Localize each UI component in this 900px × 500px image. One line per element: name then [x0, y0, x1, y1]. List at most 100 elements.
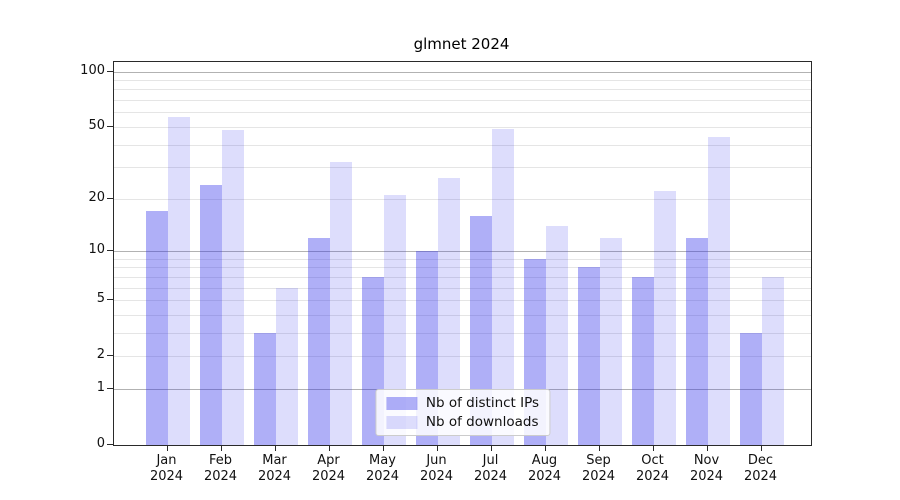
gridline-major: [114, 251, 811, 252]
bar-distinct-ips-apr: [307, 237, 330, 445]
bar-downloads-jan: [167, 116, 190, 445]
y-axis-tick-label: 1: [96, 379, 105, 395]
y-axis-tick-label: 100: [80, 62, 105, 78]
bar-distinct-ips-jul: [469, 215, 492, 445]
y-axis-tick-mark: [107, 70, 113, 72]
gridline-minor: [114, 144, 811, 146]
x-axis-tick-mark: [652, 445, 654, 451]
bar-downloads-may: [383, 194, 406, 445]
legend-swatch-distinct-ips: [385, 396, 417, 410]
y-axis-tick-label: 0: [96, 436, 105, 451]
x-axis-tick-label: Nov 2024: [675, 453, 739, 485]
bar-distinct-ips-oct: [631, 276, 654, 445]
x-axis-tick-mark: [544, 445, 546, 451]
legend: Nb of distinct IPs Nb of downloads: [374, 389, 551, 436]
bar-distinct-ips-nov: [685, 237, 708, 445]
bar-downloads-sep: [599, 237, 622, 445]
gridline-minor: [114, 267, 811, 269]
plot-area: Nb of distinct IPs Nb of downloads: [113, 61, 812, 446]
x-axis-tick-label: Sep 2024: [567, 453, 631, 485]
x-axis-tick-year: 2024: [689, 469, 724, 484]
bar-distinct-ips-jan: [145, 211, 168, 445]
y-axis-tick-label: 10: [88, 242, 105, 257]
x-axis-tick-year: 2024: [635, 469, 670, 484]
bar-downloads-aug: [545, 225, 568, 445]
gridline-major: [114, 71, 811, 73]
x-axis-tick-year: 2024: [473, 469, 508, 484]
x-axis-tick-year: 2024: [149, 469, 184, 484]
y-axis-tick-label: 20: [88, 189, 105, 205]
x-axis-tick-month: Oct: [641, 453, 664, 468]
x-axis-tick-month: Jun: [426, 453, 447, 468]
bar-distinct-ips-sep: [577, 267, 600, 445]
bar-downloads-feb: [221, 130, 244, 445]
gridline-minor: [114, 167, 811, 169]
x-axis-tick-month: Aug: [531, 453, 558, 468]
legend-swatch-downloads: [385, 415, 417, 429]
gridline-minor: [114, 300, 811, 301]
x-axis-tick-year: 2024: [743, 469, 778, 484]
gridline-minor: [114, 80, 811, 81]
chart-title: glmnet 2024: [413, 35, 510, 53]
y-axis-tick-mark: [107, 355, 113, 357]
x-axis-tick-mark: [706, 445, 708, 451]
x-axis-tick-year: 2024: [257, 469, 292, 484]
x-axis-tick-label: Jan 2024: [135, 453, 199, 485]
x-axis-tick-year: 2024: [365, 469, 400, 484]
x-axis-tick-month: Nov: [693, 453, 720, 468]
x-axis-tick-month: Apr: [317, 453, 340, 468]
y-axis-tick-label: 5: [96, 291, 105, 306]
x-axis-tick-month: Sep: [586, 453, 611, 468]
legend-label-distinct-ips: Nb of distinct IPs: [425, 395, 540, 411]
x-axis-tick-year: 2024: [527, 469, 562, 484]
bar-downloads-mar: [275, 287, 298, 445]
y-axis-tick-label: 2: [96, 347, 105, 363]
y-axis-tick-mark: [107, 387, 113, 389]
bar-downloads-dec: [761, 276, 784, 445]
x-axis-tick-mark: [760, 445, 762, 451]
y-axis-tick-mark: [107, 197, 113, 199]
gridline-minor: [114, 126, 811, 128]
legend-label-downloads: Nb of downloads: [425, 414, 539, 430]
x-axis-tick-label: Apr 2024: [297, 453, 361, 485]
y-axis-tick-mark: [107, 299, 113, 300]
bar-distinct-ips-mar: [253, 332, 276, 445]
x-axis-tick-month: Dec: [747, 453, 774, 468]
gridline-minor: [114, 332, 811, 334]
x-axis-tick-mark: [166, 445, 168, 451]
x-axis-tick-mark: [598, 445, 600, 451]
x-axis-tick-year: 2024: [203, 469, 238, 484]
gridline-minor: [114, 314, 811, 316]
bar-distinct-ips-feb: [199, 184, 222, 445]
x-axis-tick-month: Feb: [208, 453, 233, 468]
bar-downloads-nov: [707, 137, 730, 445]
y-axis-tick-mark: [107, 444, 113, 445]
x-axis-tick-month: Jul: [482, 453, 499, 468]
x-axis-tick-mark: [328, 445, 330, 451]
gridline-minor: [114, 100, 811, 102]
gridline-minor: [114, 258, 811, 260]
x-axis-tick-month: Mar: [262, 453, 287, 468]
x-axis-tick-mark: [274, 445, 276, 451]
gridline-minor: [114, 198, 811, 200]
bar-downloads-oct: [653, 191, 676, 445]
x-axis-tick-label: Aug 2024: [513, 453, 577, 485]
y-axis-tick-mark: [107, 250, 113, 251]
gridline-minor: [114, 287, 811, 289]
x-axis-tick-label: Dec 2024: [729, 453, 793, 485]
x-axis-tick-label: May 2024: [351, 453, 415, 485]
bar-downloads-jun: [437, 178, 460, 445]
x-axis-tick-label: Jun 2024: [405, 453, 469, 485]
x-axis-tick-mark: [382, 445, 384, 451]
bar-downloads-apr: [329, 162, 352, 445]
legend-item-distinct-ips: Nb of distinct IPs: [385, 395, 540, 411]
x-axis-tick-label: Oct 2024: [621, 453, 685, 485]
gridline-minor: [114, 276, 811, 278]
gridline-minor: [114, 112, 811, 114]
x-axis-tick-year: 2024: [581, 469, 616, 484]
bar-distinct-ips-dec: [739, 332, 762, 445]
x-axis-tick-year: 2024: [311, 469, 346, 484]
gridline-minor: [114, 89, 811, 91]
y-axis-tick-mark: [107, 125, 113, 127]
